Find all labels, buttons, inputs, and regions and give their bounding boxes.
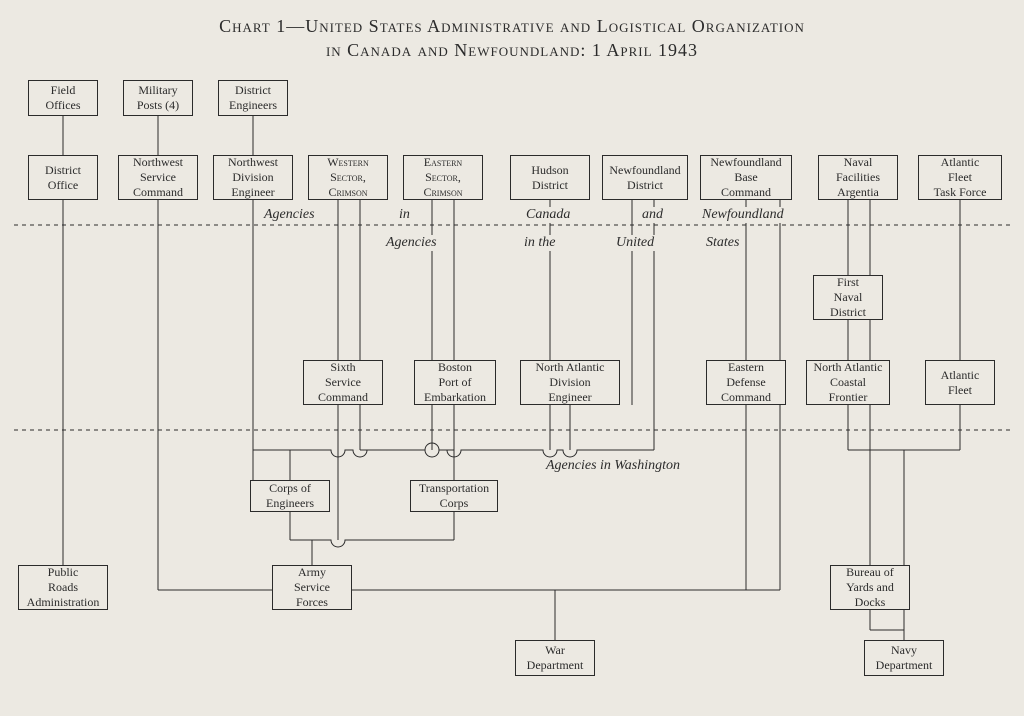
box-public-roads-admin: PublicRoadsAdministration: [18, 565, 108, 610]
label-agencies-washington: Agencies in Washington: [540, 458, 686, 474]
box-nw-service-command: NorthwestServiceCommand: [118, 155, 198, 200]
box-hudson-district: HudsonDistrict: [510, 155, 590, 200]
label-states: States: [700, 235, 745, 251]
box-transportation-corps: TransportationCorps: [410, 480, 498, 512]
box-boston-port: BostonPort ofEmbarkation: [414, 360, 496, 405]
box-navy-department: NavyDepartment: [864, 640, 944, 676]
chart-title-line1: Chart 1—United States Administrative and…: [219, 16, 805, 36]
box-district-engineers: DistrictEngineers: [218, 80, 288, 116]
box-military-posts: MilitaryPosts (4): [123, 80, 193, 116]
box-eastern-sector-crimson: EasternSector,Crimson: [403, 155, 483, 200]
box-sixth-service-command: SixthServiceCommand: [303, 360, 383, 405]
box-naval-facilities: NavalFacilitiesArgentia: [818, 155, 898, 200]
chart-title-line2: in Canada and Newfoundland: 1 April 1943: [326, 40, 698, 60]
label-and: and: [636, 207, 669, 223]
label-agencies2: Agencies: [380, 235, 443, 251]
box-bureau-yards-docks: Bureau ofYards andDocks: [830, 565, 910, 610]
box-na-division-engineer: North AtlanticDivisionEngineer: [520, 360, 620, 405]
box-eastern-defense-cmd: EasternDefenseCommand: [706, 360, 786, 405]
box-first-naval-district: FirstNavalDistrict: [813, 275, 883, 320]
box-field-offices: FieldOffices: [28, 80, 98, 116]
box-newfoundland-base-cmd: NewfoundlandBaseCommand: [700, 155, 792, 200]
label-in: in: [393, 207, 416, 223]
box-army-service-forces: ArmyServiceForces: [272, 565, 352, 610]
box-newfoundland-district: NewfoundlandDistrict: [602, 155, 688, 200]
label-agencies: Agencies: [258, 207, 321, 223]
box-na-coastal-frontier: North AtlanticCoastalFrontier: [806, 360, 890, 405]
box-atlantic-fleet: AtlanticFleet: [925, 360, 995, 405]
box-district-office: DistrictOffice: [28, 155, 98, 200]
box-corps-of-engineers: Corps ofEngineers: [250, 480, 330, 512]
box-war-department: WarDepartment: [515, 640, 595, 676]
label-in-the: in the: [518, 235, 562, 251]
box-nw-division-engineer: NorthwestDivisionEngineer: [213, 155, 293, 200]
box-western-sector-crimson: WesternSector,Crimson: [308, 155, 388, 200]
label-united: United: [610, 235, 660, 251]
label-canada: Canada: [520, 207, 576, 223]
label-newfoundland: Newfoundland: [696, 207, 790, 223]
box-atlantic-fleet-tf: AtlanticFleetTask Force: [918, 155, 1002, 200]
